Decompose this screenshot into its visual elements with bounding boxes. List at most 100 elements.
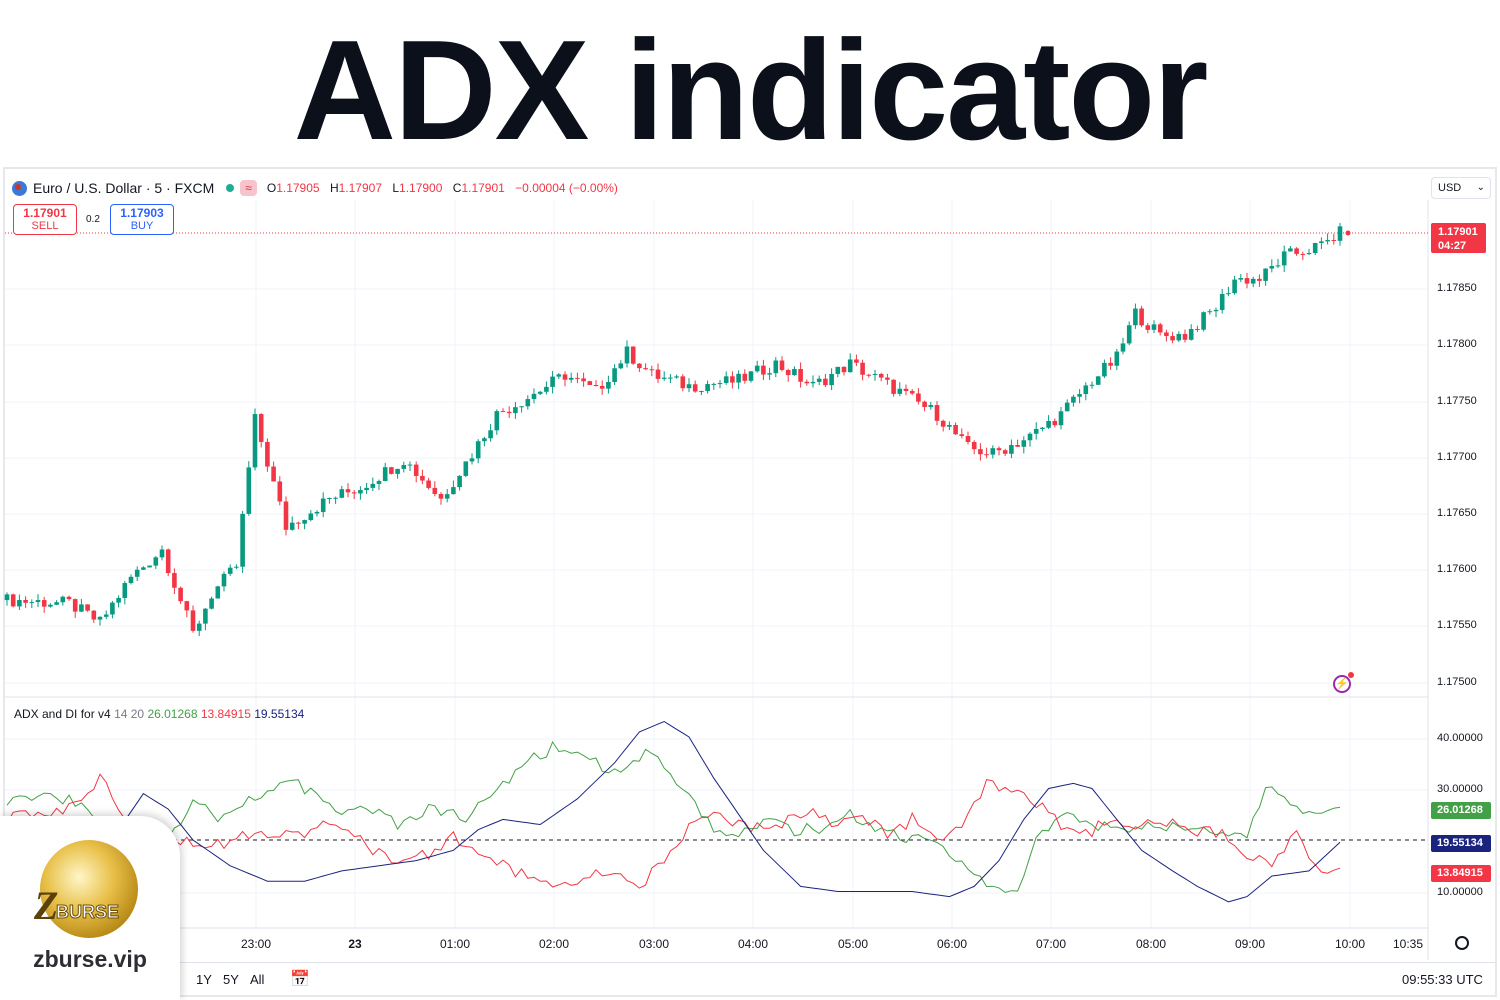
candle-body — [401, 465, 407, 469]
candle-body — [1337, 226, 1343, 241]
buy-label: BUY — [130, 220, 154, 232]
spread-value: 0.2 — [86, 214, 100, 225]
candle-body — [513, 407, 518, 414]
candle-body — [41, 600, 47, 607]
candle-body — [308, 513, 314, 521]
candle-body — [711, 383, 717, 385]
ohlc-high: 1.17907 — [338, 181, 382, 195]
candle-body — [196, 623, 202, 631]
candle-body — [1213, 309, 1219, 312]
symbol-name[interactable]: Euro / U.S. Dollar · 5 · FXCM — [33, 180, 215, 196]
last-price: 1.17901 — [1438, 226, 1478, 238]
candle-body — [909, 391, 915, 394]
candle-body — [345, 489, 351, 493]
candle-body — [1176, 333, 1182, 341]
candle-body — [1207, 311, 1213, 313]
candle-body — [575, 377, 580, 379]
symbol-header: Euro / U.S. Dollar · 5 · FXCM ≈ O1.17905… — [12, 179, 625, 197]
sell-button[interactable]: 1.17901 SELL — [13, 204, 77, 235]
symbol-menu-button[interactable]: ≈ — [240, 180, 257, 196]
candle-body — [302, 520, 307, 524]
candle-body — [953, 424, 958, 435]
candle-body — [531, 393, 537, 400]
calendar-icon[interactable]: 📅 — [290, 971, 310, 988]
currency-select[interactable]: USD ⌄ — [1431, 177, 1491, 199]
candle-body — [643, 368, 648, 370]
candle-body — [562, 374, 568, 380]
logo-word: BURSE — [55, 902, 120, 923]
candle-body — [221, 573, 227, 587]
candle-body — [407, 464, 413, 466]
candle-body — [537, 391, 543, 394]
buy-button[interactable]: 1.17903 BUY — [110, 204, 174, 235]
range-1y-button[interactable]: 1Y — [196, 972, 212, 987]
candle-body — [103, 614, 109, 617]
candle-body — [618, 363, 624, 369]
candle-body — [891, 379, 896, 394]
candle-body — [1312, 242, 1318, 254]
candle-body — [147, 565, 152, 568]
candle-body — [17, 599, 22, 607]
ohlc-open-label: O — [266, 181, 277, 195]
candle-body — [742, 373, 748, 381]
candle-body — [1126, 325, 1132, 344]
candle-body — [209, 598, 214, 609]
candle-body — [990, 448, 996, 455]
candle-body — [333, 497, 338, 499]
time-axis-label: 03:00 — [638, 937, 670, 951]
time-axis-label: 02:00 — [538, 937, 570, 951]
candle-body — [277, 481, 283, 502]
time-axis-label: 09:00 — [1234, 937, 1266, 951]
alert-flash-icon[interactable]: ⚡ — [1333, 672, 1354, 693]
candle-body — [1281, 251, 1287, 266]
candle-body — [1325, 240, 1330, 242]
candle-body — [1219, 293, 1225, 310]
candle-body — [451, 487, 456, 495]
candle-body — [922, 401, 927, 408]
candle-body — [649, 369, 655, 371]
candle-body — [1164, 332, 1169, 337]
price-axis-label: 1.17550 — [1437, 619, 1477, 631]
candle-body — [519, 406, 524, 408]
candle-body — [717, 383, 723, 385]
candle-body — [364, 487, 369, 491]
candle-body — [1077, 394, 1082, 397]
candle-body — [674, 376, 679, 378]
candle-body — [897, 388, 903, 394]
live-price-dot — [1345, 230, 1351, 236]
candle-body — [835, 366, 841, 374]
candle-body — [227, 567, 233, 574]
range-5y-button[interactable]: 5Y — [223, 972, 239, 987]
candle-body — [699, 391, 704, 393]
candle-body — [506, 411, 512, 414]
candle-body — [785, 369, 791, 376]
candle-body — [482, 438, 487, 442]
adx-line — [6, 720, 1341, 903]
plus-di-value: 26.01268 — [147, 707, 198, 721]
candle-body — [370, 483, 376, 488]
candle-body — [860, 362, 865, 375]
candle-body — [1102, 362, 1107, 377]
candle-body — [240, 513, 245, 567]
candle-body — [705, 384, 710, 392]
sell-price: 1.17901 — [23, 206, 67, 220]
gear-icon[interactable] — [1455, 936, 1469, 950]
candle-body — [581, 378, 586, 382]
candle-body — [116, 597, 121, 603]
candle-body — [1033, 428, 1039, 434]
price-axis-label: 1.17700 — [1437, 451, 1477, 463]
candle-body — [172, 573, 177, 588]
candle-body — [1288, 248, 1293, 252]
candle-body — [1275, 265, 1281, 267]
candle-body — [959, 434, 965, 437]
candle-body — [85, 604, 90, 611]
candle-body — [624, 346, 630, 364]
candle-body — [940, 420, 946, 427]
range-all-button[interactable]: All — [250, 972, 265, 987]
candle-body — [128, 576, 134, 584]
candle-body — [110, 602, 115, 615]
candle-body — [971, 441, 977, 450]
candle-body — [339, 489, 345, 498]
indicator-legend[interactable]: ADX and DI for v4 14 20 26.01268 13.8491… — [14, 707, 304, 721]
